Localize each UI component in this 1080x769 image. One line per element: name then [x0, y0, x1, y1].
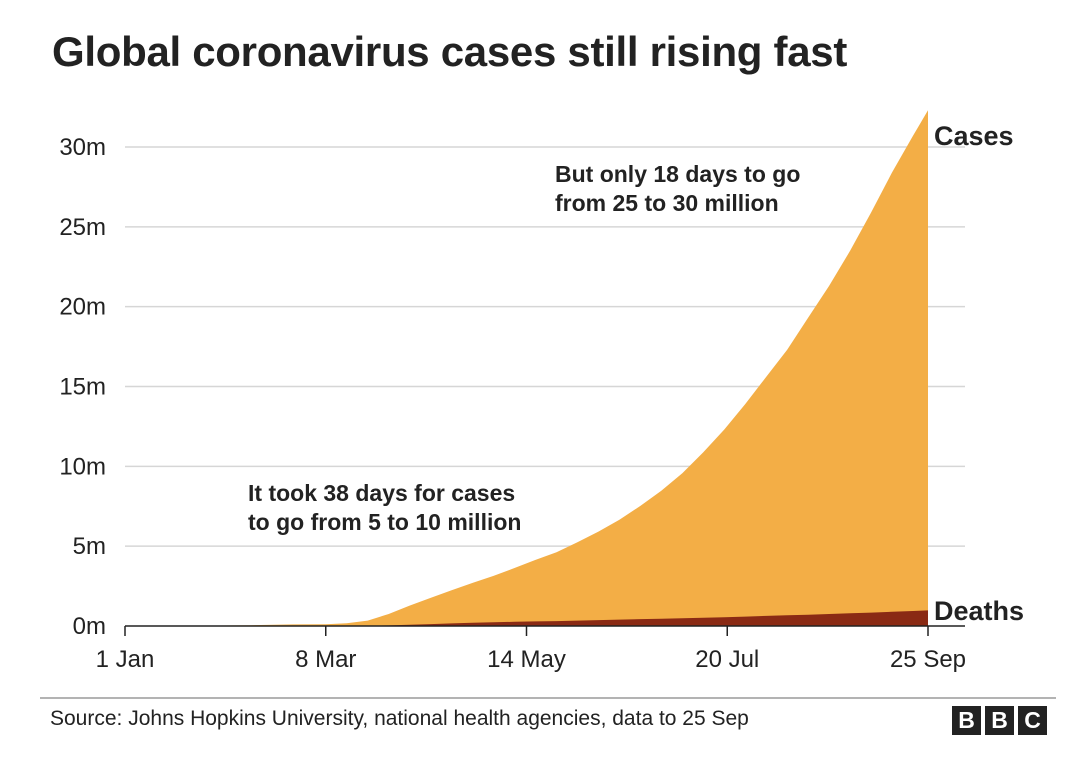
- chart: 0m 5m 10m 15m 20m 25m 30m 1 Jan 8 Mar 14 May 20 Ju…: [59, 110, 1024, 673]
- annotation-text: to go from 5 to 10 million: [248, 509, 521, 535]
- x-tick-label: 8 Mar: [295, 646, 356, 673]
- logo-letter: B: [952, 706, 981, 735]
- plot-area: [125, 110, 928, 627]
- y-tick-label: 5m: [73, 533, 106, 560]
- y-tick-label: 25m: [59, 214, 106, 241]
- x-tick-label: 14 May: [487, 646, 566, 673]
- source-note: Source: Johns Hopkins University, nation…: [50, 707, 749, 730]
- y-tick-label: 20m: [59, 294, 106, 321]
- annotation-text: from 25 to 30 million: [555, 190, 779, 216]
- annotation-text: It took 38 days for cases: [248, 480, 515, 506]
- series-label-deaths: Deaths: [934, 596, 1024, 626]
- footer-divider: [40, 697, 1056, 699]
- labels: 0m 5m 10m 15m 20m 25m 30m 1 Jan 8 Mar 14 May 20 Ju…: [59, 121, 1024, 673]
- bbc-logo: B B C: [952, 706, 1047, 735]
- x-tick-label: 1 Jan: [96, 646, 155, 673]
- y-tick-label: 10m: [59, 453, 106, 480]
- y-tick-label: 30m: [59, 134, 106, 161]
- annotation-text: But only 18 days to go: [555, 161, 800, 187]
- y-tick-label: 15m: [59, 374, 106, 401]
- series-label-cases: Cases: [934, 121, 1014, 151]
- gridlines: [125, 146, 965, 547]
- x-tick-label: 20 Jul: [695, 646, 759, 673]
- x-tick-label: 25 Sep: [890, 646, 966, 673]
- area-deaths: [125, 610, 928, 626]
- chart-title: Global coronavirus cases still rising fa…: [52, 28, 848, 75]
- logo-letter: B: [985, 706, 1014, 735]
- area-cases: [125, 110, 928, 627]
- logo-letter: C: [1018, 706, 1047, 735]
- y-tick-label: 0m: [73, 613, 106, 640]
- axes: [124, 625, 965, 636]
